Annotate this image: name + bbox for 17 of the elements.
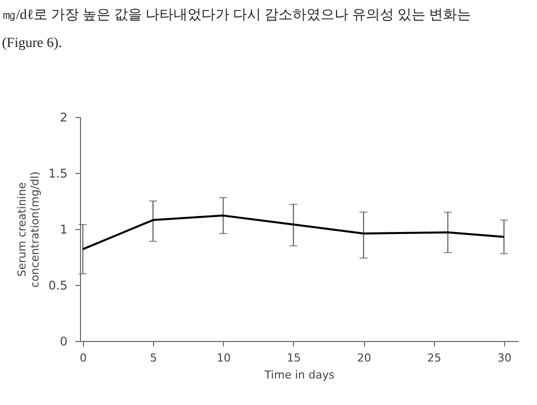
x-tick-label: 30: [497, 352, 512, 364]
x-tick-label: 15: [286, 352, 301, 364]
text: (Figure 6).: [2, 35, 63, 53]
text: ㎎/dℓ로 가장 높은 값을 나타내었다가 다시 감소하였으나 유의성 있는 변화는: [2, 7, 472, 25]
x-axis-title: Time in days: [264, 368, 335, 382]
x-tick-label: 10: [216, 352, 231, 364]
x-tick-label: 0: [80, 352, 87, 364]
y-tick-label: 1.5: [48, 166, 68, 180]
x-tick-label: 25: [427, 352, 442, 364]
x-tick-label: 20: [357, 352, 372, 364]
y-tick-label: 0.5: [48, 278, 68, 292]
y-tick-label: 1: [60, 222, 68, 236]
y-axis-title: Serum creatinine concentration(mg/dl): [15, 171, 42, 288]
y-tick-label: 0: [60, 334, 68, 348]
x-tick-label: 5: [150, 352, 157, 364]
line-series: [82, 214, 505, 250]
y-tick-label: 2: [60, 110, 68, 124]
